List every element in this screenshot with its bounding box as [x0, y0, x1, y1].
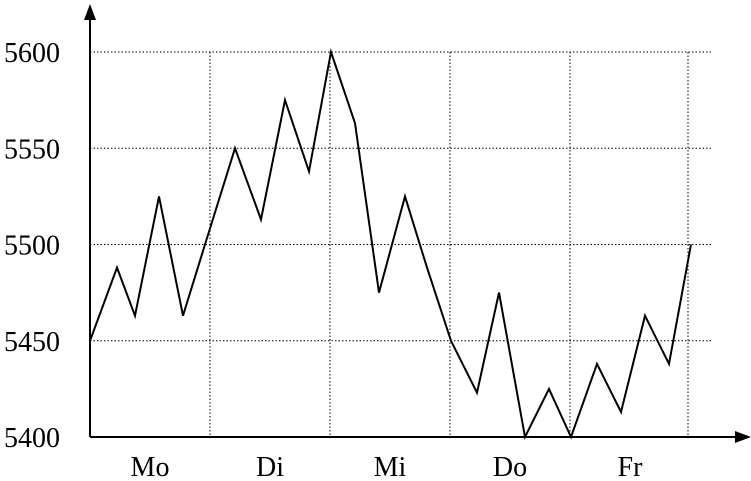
y-tick-label: 5600: [4, 38, 60, 69]
x-category-label: Do: [493, 452, 527, 481]
x-category-label: Fr: [618, 452, 644, 481]
y-tick-label: 5550: [4, 134, 60, 165]
series-line: [89, 48, 692, 441]
grid: [90, 51, 712, 437]
x-category-label: Mi: [374, 452, 407, 481]
x-category-label: Di: [256, 452, 284, 481]
x-axis-arrow: [735, 431, 751, 443]
axes: [84, 4, 751, 443]
y-tick-labels: 5400 5450 5500 5550 5600: [4, 38, 60, 454]
y-tick-label: 5450: [4, 327, 60, 358]
y-tick-label: 5400: [4, 423, 60, 454]
y-tick-label: 5500: [4, 231, 60, 262]
series-group: [89, 48, 692, 441]
y-axis-arrow: [84, 4, 96, 20]
x-tick-labels: Mo Di Mi Do Fr: [131, 452, 644, 481]
x-category-label: Mo: [131, 452, 170, 481]
